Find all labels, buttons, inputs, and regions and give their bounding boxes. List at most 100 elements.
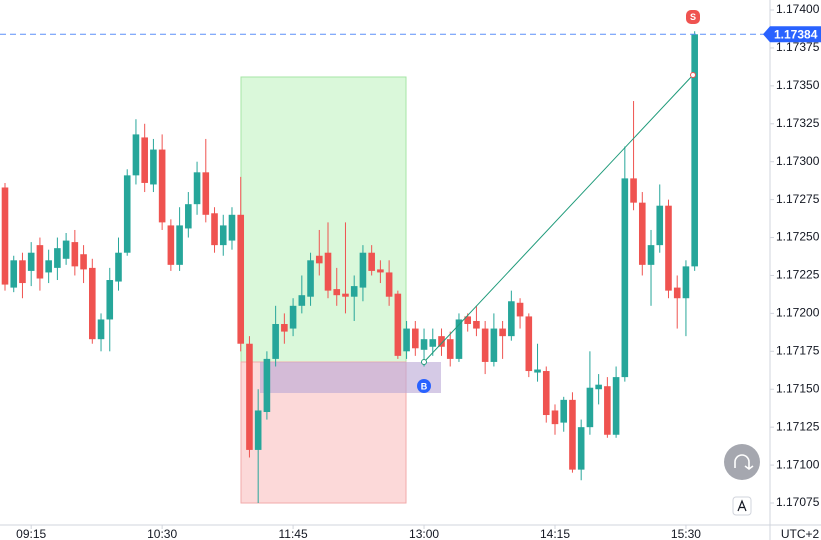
candle-body [429,339,437,347]
candle-body [333,289,341,296]
candle-body [324,252,332,291]
y-tick-label: 1.17200 [776,306,820,320]
candle-body [691,34,698,267]
candle-body [560,399,568,423]
candle-body [45,260,52,273]
candle-body [551,410,559,425]
auto-scale-button[interactable] [732,496,752,516]
candle-body [254,410,262,450]
buy-marker[interactable] [417,379,431,393]
candle-body [577,427,585,470]
reset-button[interactable] [724,444,760,480]
candle-body [176,225,183,265]
candle-body [473,320,480,329]
candle-body [141,137,148,183]
reset-icon [734,454,754,470]
x-tick-label: 11:45 [279,527,308,540]
y-tick-label: 1.17350 [776,78,820,92]
candle-body [211,213,218,246]
candle-body [647,245,655,265]
candle-body [307,260,314,297]
candle-body [158,149,166,223]
candle-body [219,225,227,246]
position-tool [240,76,441,504]
candle-body [665,205,672,291]
last-price-label: 1.17384 [774,27,818,41]
candle-body [27,252,35,271]
trade-line [423,74,694,363]
candle-body [412,328,419,349]
candle-body [123,175,131,253]
candle-body [246,343,253,450]
candle-body [542,371,550,416]
candle-body [19,260,26,284]
candle-body [237,214,245,344]
candle-body [202,172,210,215]
candle-body [516,302,524,317]
candle-body [193,172,201,205]
candle-body [604,386,611,435]
candle-body [446,339,454,359]
candle-body [508,301,515,337]
x-tick-label: 13:00 [409,527,439,540]
candle-body [167,225,175,265]
candle-body [420,339,428,350]
candle-body [315,255,323,264]
candle-body [455,319,463,359]
buy-marker-label: B [421,381,428,391]
candle-body [263,358,271,412]
candle-body [115,252,122,282]
entry-band [260,362,441,393]
y-tick-label: 1.17225 [776,268,820,282]
candle-body [525,316,533,372]
sell-marker[interactable] [686,10,700,24]
last-price-tag [763,26,821,43]
auto-scale-icon [737,499,747,512]
y-tick-label: 1.17275 [776,192,820,206]
candle-body [464,316,471,325]
y-tick-label: 1.17125 [776,419,820,433]
y-tick-label: 1.17150 [776,381,820,395]
sell-marker-label: S [690,12,696,22]
candle-body [97,319,105,340]
y-tick-label: 1.17250 [776,230,820,244]
candle-body [569,399,576,470]
x-tick-label: 14:15 [540,527,570,540]
candle-body [438,336,445,347]
candle-body [638,202,646,265]
candle-body [289,305,297,329]
candle-body [80,254,87,270]
x-tick-label: 10:30 [147,527,177,540]
timezone[interactable]: UTC+2 [781,527,820,540]
y-tick-label: 1.17075 [776,495,820,509]
y-tick-label: 1.17400 [776,2,820,16]
candle-body [71,242,79,267]
candle-body [481,328,489,362]
trade-end [690,72,696,78]
candle-body [54,248,61,268]
candle-body [298,295,306,306]
y-tick-label: 1.17100 [776,457,820,471]
x-tick-label: 15:30 [671,527,701,540]
candle-body [368,252,375,271]
profit-zone [240,76,407,363]
candle-body [394,293,402,356]
candle-body [281,324,288,332]
candle-body [656,205,664,246]
candle-body [612,377,620,435]
candle-body [10,260,18,288]
candle-body [385,272,393,297]
candle-body [89,267,96,340]
y-tick-label: 1.17325 [776,116,820,130]
candle-body [534,369,541,373]
candle-body [272,324,279,359]
candle-body [586,387,594,428]
candle-body [1,187,9,285]
candle-body [621,178,629,378]
candle-body [228,214,236,241]
candle-body [132,134,140,176]
candle-body [595,384,602,390]
y-tick-label: 1.17375 [776,40,820,54]
candle-body [682,266,690,299]
